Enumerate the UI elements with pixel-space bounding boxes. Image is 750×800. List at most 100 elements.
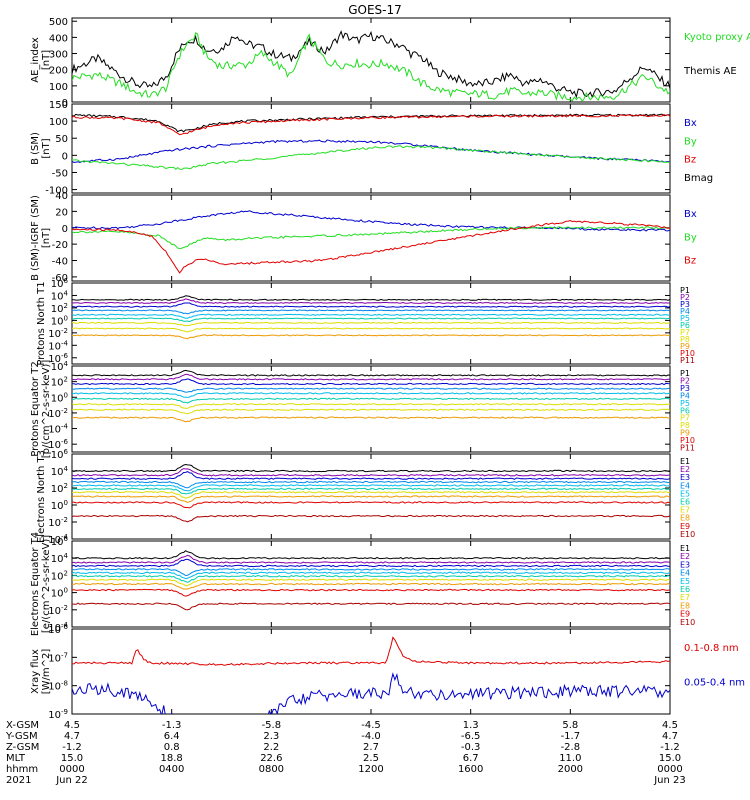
series-line-themis-ae <box>72 30 670 99</box>
channel-line-1 <box>72 554 670 564</box>
channel-line-0 <box>72 463 670 473</box>
panel-data <box>72 369 670 423</box>
series-line-by <box>72 226 670 250</box>
time-axis-value: 0800 <box>259 764 284 775</box>
y-tick-label: 10-6 <box>48 438 68 451</box>
channel-line-6 <box>72 403 670 409</box>
time-axis-value: -4.5 <box>361 720 381 731</box>
time-axis-value: 1.3 <box>463 720 479 731</box>
legend-entry: P11 <box>680 356 695 365</box>
time-axis-value: 2.7 <box>363 742 379 753</box>
legend-entry: P7 <box>680 328 690 337</box>
series-line-0-05-0-4-nm <box>72 672 670 714</box>
legend-entry: P7 <box>680 414 690 423</box>
legend-entry: E5 <box>680 577 690 586</box>
panel-data <box>72 463 670 523</box>
y-tick-label: -20 <box>52 240 68 251</box>
y-tick-label: 10-7 <box>48 651 68 664</box>
y-tick-label: 10-6 <box>48 352 68 365</box>
legend-entry: P8 <box>680 335 690 344</box>
legend-entry: E3 <box>680 473 690 482</box>
legend-entry: P3 <box>680 300 690 309</box>
channel-line-0 <box>72 369 670 377</box>
y-tick-label: 106 <box>51 535 69 548</box>
y-tick-label: 40 <box>55 191 68 202</box>
channel-line-4 <box>72 392 670 398</box>
channel-line-4 <box>72 484 670 492</box>
legend-entry: 0.1-0.8 nm <box>684 643 739 654</box>
y-tick-label: 20 <box>55 207 68 218</box>
legend-entry: P2 <box>680 293 690 302</box>
time-axis-value: 11.0 <box>559 753 581 764</box>
time-axis-value: 2.3 <box>263 731 279 742</box>
channel-line-8 <box>72 334 670 340</box>
time-axis-value: 2.5 <box>363 753 379 764</box>
y-tick-label: 10-2 <box>48 604 68 617</box>
time-axis-row-label: Y-GSM <box>5 731 38 742</box>
time-axis-value: -1.3 <box>162 720 182 731</box>
y-tick-label: 0 <box>62 151 68 162</box>
channel-line-7 <box>72 408 670 415</box>
channel-line-5 <box>72 317 670 323</box>
time-axis-value: 15.0 <box>61 753 83 764</box>
y-tick-label: 50 <box>55 134 68 145</box>
channel-line-7 <box>72 327 670 333</box>
time-axis-value: 6.4 <box>164 731 180 742</box>
legend-entry: E8 <box>680 514 690 523</box>
panel-frame <box>71 628 671 715</box>
time-axis-value: -1.2 <box>660 742 680 753</box>
series-line-0-1-0-8-nm <box>72 636 670 666</box>
legend-entry: Bz <box>684 256 696 267</box>
legend-entry: E2 <box>680 465 690 474</box>
channel-line-5 <box>72 397 670 404</box>
legend-entry: Bx <box>684 118 697 129</box>
legend-entry: P10 <box>680 349 695 358</box>
channel-line-5 <box>72 575 670 583</box>
time-axis-value: -6.5 <box>461 731 481 742</box>
y-axis-label: AE_index[nT] <box>30 37 52 83</box>
y-tick-label: -100 <box>45 186 68 197</box>
channel-line-3 <box>72 387 670 393</box>
y-tick-label: 102 <box>51 569 68 582</box>
series-line-bx <box>72 139 670 164</box>
time-axis-value: 4.5 <box>662 720 678 731</box>
time-axis-table: X-GSM 4.5 -1.3 -5.8 -4.5 1.3 5.8 4.5 Y-GSM 4.7 6.4… <box>5 720 686 786</box>
y-tick-label: 10-4 <box>48 423 68 436</box>
y-tick-label: 102 <box>51 482 68 495</box>
panel-2: -60 -40 -20 0 20 40B (SM)-IGRF (SM)[nT] Bx By Bz <box>30 191 697 284</box>
time-axis-value: 2000 <box>558 764 583 775</box>
y-axis-label: Protons Equator T2[p/(cm^2-s-sr-keV)] <box>30 360 52 459</box>
time-axis-value: Jun 23 <box>653 775 686 786</box>
y-axis-label: Electrons Equator T4[e/(cm^2-s-sr-keV)] <box>30 532 52 636</box>
time-axis-row-label: Z-GSM <box>6 742 39 753</box>
y-tick-label: 0 <box>62 224 68 235</box>
legend-entry: Bmag <box>684 173 713 184</box>
time-axis-value: 22.6 <box>260 753 282 764</box>
legend-entry: E5 <box>680 489 690 498</box>
y-tick-label: 400 <box>49 33 68 44</box>
legend-entry: E7 <box>680 506 690 515</box>
y-tick-label: 150 <box>49 100 68 111</box>
channel-line-1 <box>72 373 670 381</box>
channel-line-8 <box>72 501 670 509</box>
time-axis-value: -5.8 <box>262 720 282 731</box>
y-tick-label: 10-2 <box>48 407 68 420</box>
y-tick-label: 100 <box>49 82 68 93</box>
channel-line-2 <box>72 471 670 480</box>
series-line-bz <box>72 114 670 136</box>
y-axis-label: Protons North T1 <box>36 281 47 365</box>
time-axis-value: 4.7 <box>64 731 80 742</box>
y-tick-label: 10-8 <box>48 680 68 693</box>
series-line-by <box>72 145 670 171</box>
legend-entry: By <box>684 232 697 243</box>
legend-entry: E4 <box>680 569 690 578</box>
legend-entry: By <box>684 136 697 147</box>
legend-entry: E1 <box>680 457 690 466</box>
y-tick-label: 102 <box>51 302 68 315</box>
y-tick-label: 500 <box>49 17 68 28</box>
legend-entry: P9 <box>680 429 690 438</box>
